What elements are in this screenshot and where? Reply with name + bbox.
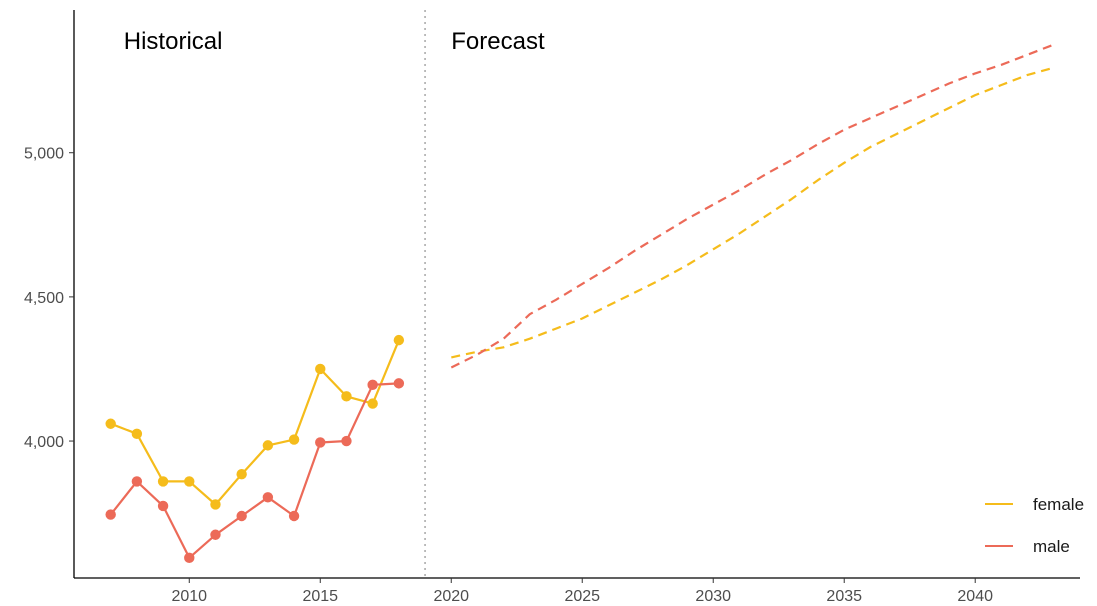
point-female: [236, 469, 247, 480]
point-female: [341, 391, 352, 402]
point-female: [131, 428, 143, 440]
point-male: [393, 378, 405, 389]
point-male: [288, 510, 300, 522]
point-male: [367, 379, 378, 391]
x-tick-label: 2025: [564, 588, 600, 605]
point-female: [157, 476, 169, 487]
point-female: [393, 334, 405, 346]
axes: 4,000 4,500 5,000 2010 2015 2020 2025 2030 2035 2…: [24, 10, 1080, 605]
forecast-line-female: [451, 66, 1055, 359]
point-female: [210, 499, 221, 510]
point-male: [236, 510, 247, 522]
x-tick-label: 2015: [302, 588, 338, 605]
point-female: [262, 440, 274, 451]
point-male: [262, 492, 274, 503]
point-male: [131, 476, 143, 487]
point-female: [367, 398, 378, 409]
y-tick-label: 4,000: [24, 434, 64, 451]
legend-label-male: male: [1033, 537, 1070, 556]
annotations: Historical Forecast: [124, 28, 545, 55]
x-tick-label: 2030: [695, 588, 731, 605]
annotation-historical: Historical: [124, 28, 223, 55]
forecast-line-male: [450, 43, 1055, 369]
y-tick-label: 5,000: [24, 146, 64, 163]
point-male: [157, 500, 169, 512]
chart-marks: [105, 10, 1055, 578]
legend-label-female: female: [1033, 495, 1084, 514]
point-female: [184, 476, 195, 487]
annotation-forecast: Forecast: [451, 28, 545, 55]
x-tick-label: 2035: [826, 588, 862, 605]
point-female: [315, 363, 326, 375]
y-tick-label: 4,500: [24, 290, 64, 307]
x-tick-label: 2040: [957, 588, 993, 605]
point-female: [288, 434, 300, 445]
point-male: [341, 435, 352, 447]
point-male: [184, 552, 195, 564]
x-tick-label: 2010: [171, 588, 207, 605]
point-male: [105, 509, 116, 520]
point-male: [210, 529, 221, 540]
historical-line-male: [109, 382, 399, 559]
point-female: [105, 418, 116, 429]
x-tick-label: 2020: [433, 588, 469, 605]
legend: female male: [985, 495, 1084, 556]
point-male: [315, 437, 326, 448]
